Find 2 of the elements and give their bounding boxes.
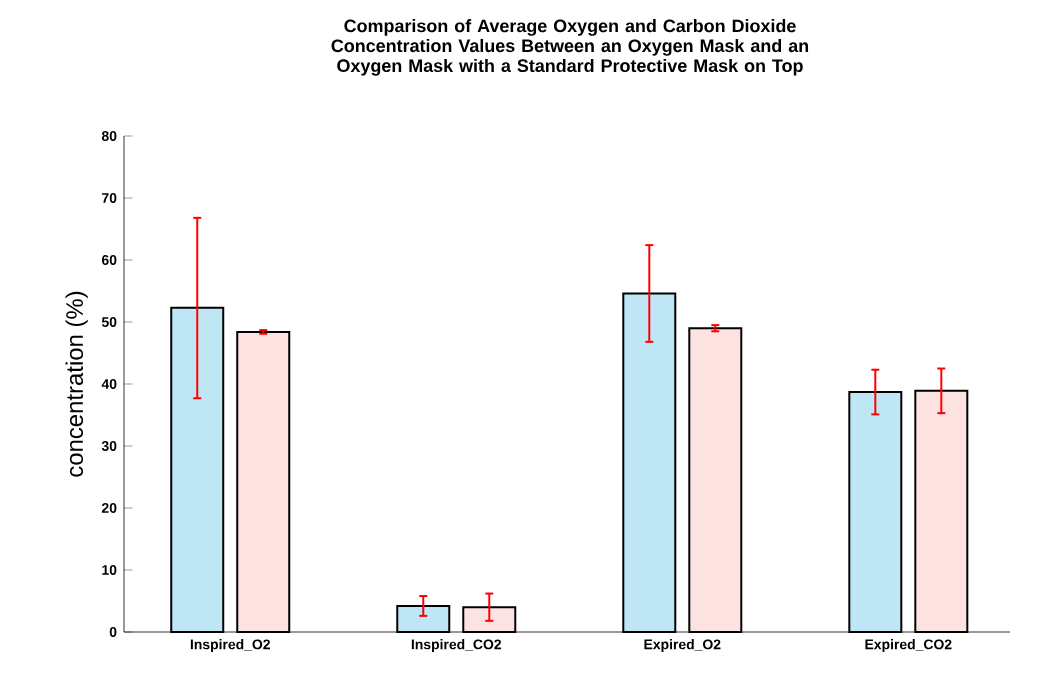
y-axis-title: concentration (%) xyxy=(65,291,88,477)
chart-title: Comparison of Average Oxygen and Carbon Dioxide Concentration Values Between an Oxygen Mask and an Oxygen Mask with a Standard Protective Mask on Top xyxy=(331,19,809,76)
